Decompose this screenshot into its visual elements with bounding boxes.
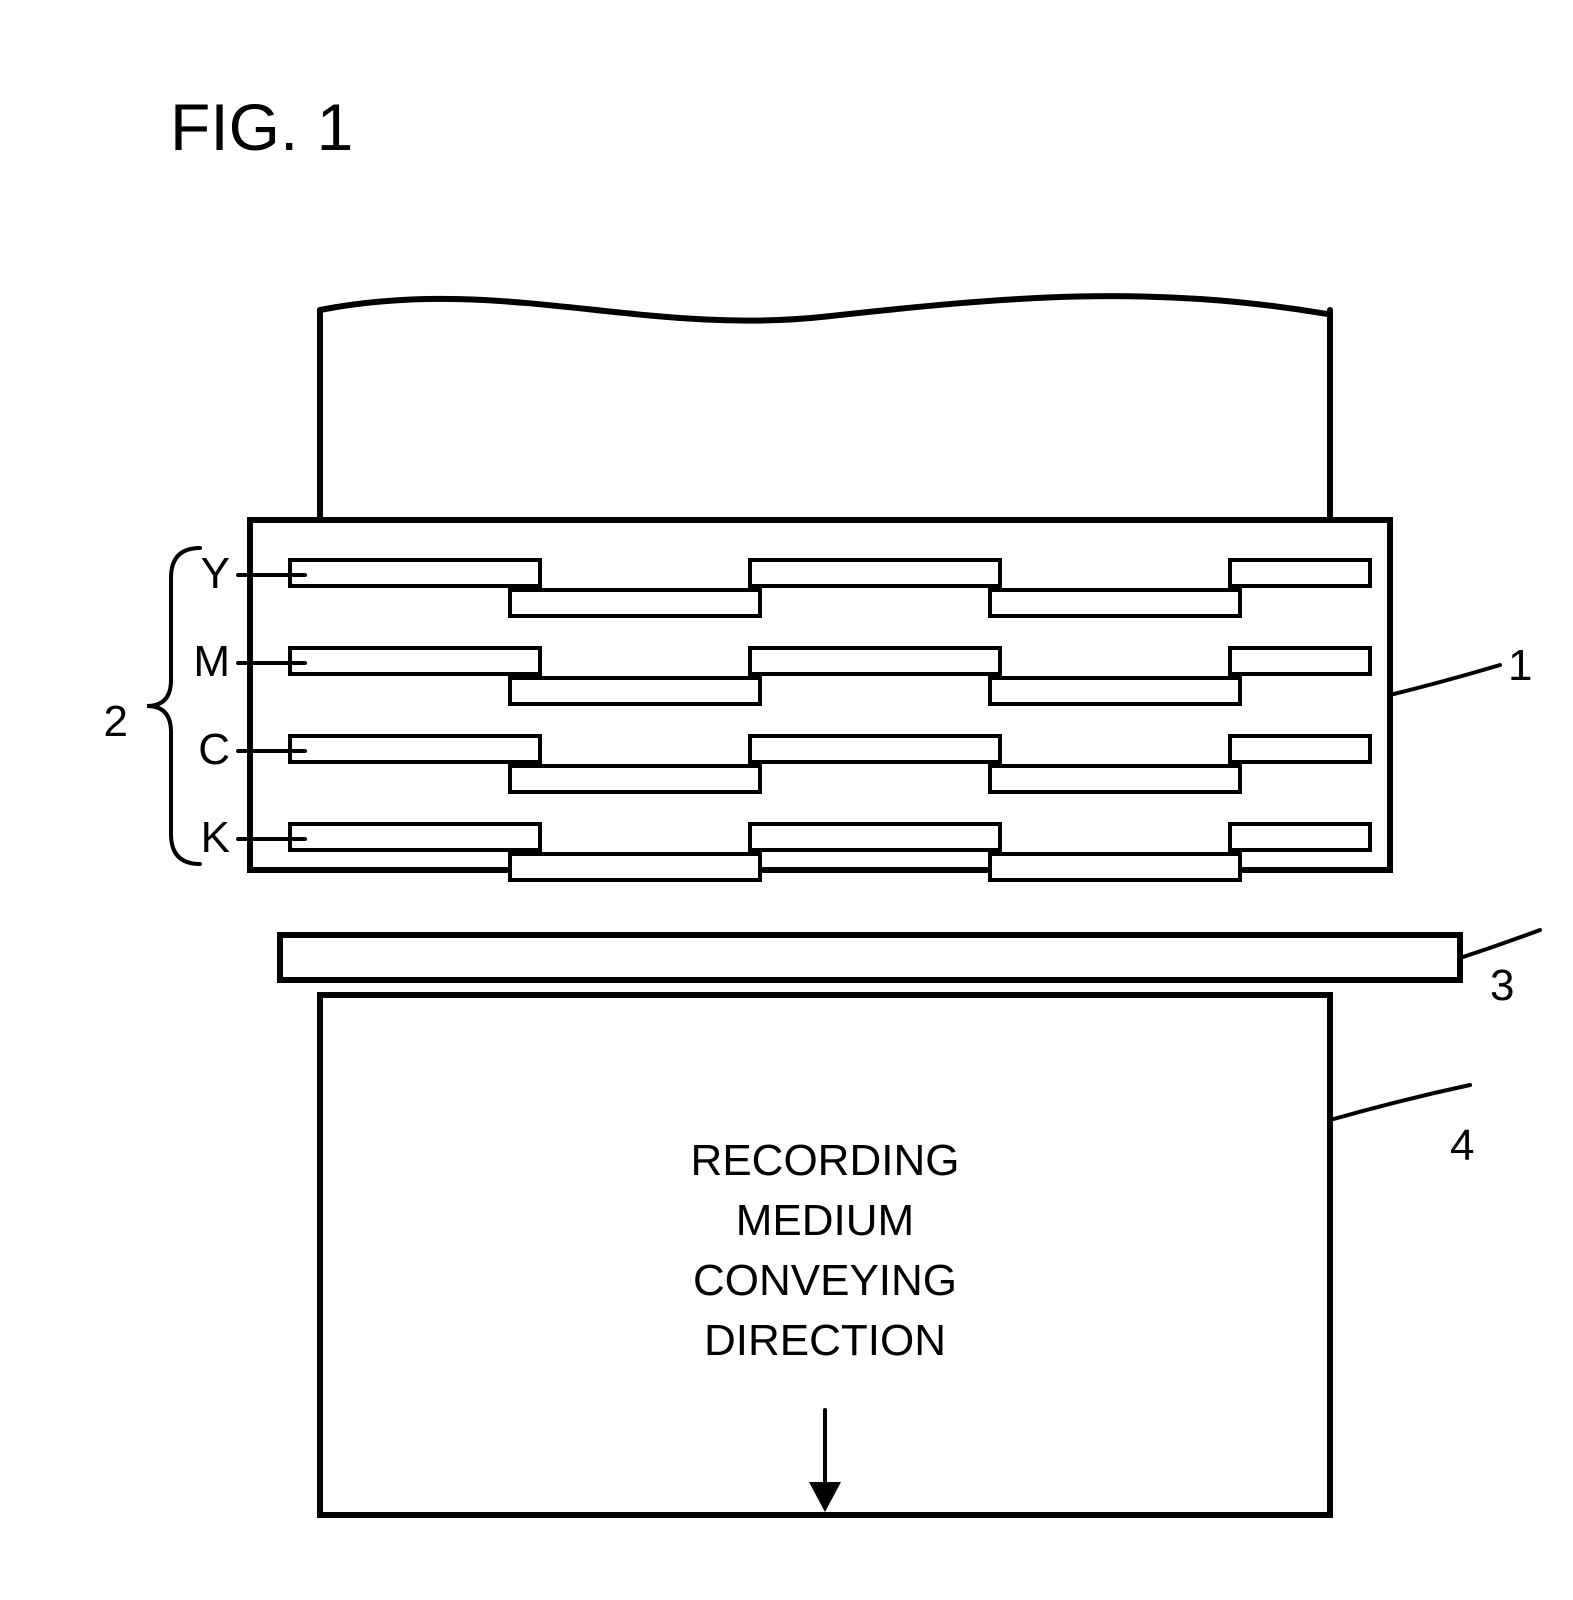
head-segment — [290, 560, 540, 586]
head-segment — [750, 824, 1000, 850]
head-segment — [290, 824, 540, 850]
platen-bar — [280, 935, 1460, 980]
head-segment — [990, 678, 1240, 704]
head-segment — [990, 766, 1240, 792]
head-segment — [750, 560, 1000, 586]
head-segment — [1230, 648, 1370, 674]
conveying-direction-text: DIRECTION — [704, 1316, 946, 1365]
head-segment — [990, 590, 1240, 616]
head-segment — [750, 736, 1000, 762]
callout-3: 3 — [1490, 961, 1514, 1010]
callout-4: 4 — [1450, 1121, 1474, 1170]
brace-icon — [147, 548, 200, 864]
head-segment — [510, 678, 760, 704]
head-segment — [290, 648, 540, 674]
head-segment — [510, 590, 760, 616]
callout-1-leader — [1390, 665, 1500, 695]
head-segment — [990, 854, 1240, 880]
figure-label: FIG. 1 — [170, 90, 353, 164]
conveying-direction-text: RECORDING — [691, 1136, 960, 1185]
conveying-direction-text: MEDIUM — [736, 1196, 914, 1245]
row-label: K — [201, 813, 230, 862]
row-label: C — [198, 725, 230, 774]
conveying-direction-text: CONVEYING — [693, 1256, 957, 1305]
head-segment — [510, 854, 760, 880]
upper-body-break-line — [320, 296, 1330, 321]
row-label: M — [193, 637, 230, 686]
head-segment — [1230, 824, 1370, 850]
callout-3-leader — [1460, 930, 1540, 958]
callout-4-leader — [1330, 1085, 1470, 1120]
callout-1: 1 — [1508, 641, 1532, 690]
head-segment — [1230, 560, 1370, 586]
row-label: Y — [201, 549, 230, 598]
head-segment — [1230, 736, 1370, 762]
callout-2: 2 — [104, 697, 128, 746]
head-segment — [510, 766, 760, 792]
head-segment — [750, 648, 1000, 674]
head-segment — [290, 736, 540, 762]
